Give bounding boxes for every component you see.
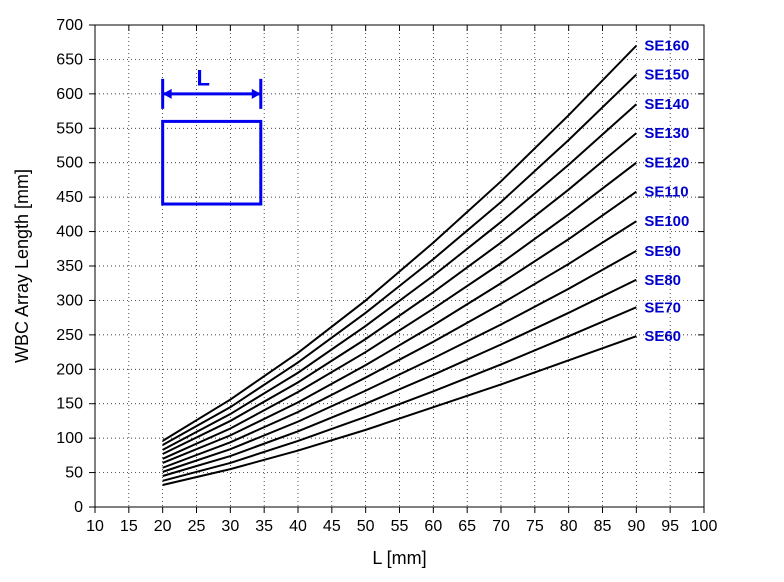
y-axis-label: WBC Array Length [mm] [12,169,32,363]
y-tick-label: 150 [56,396,83,413]
series-label-se60: SE60 [644,328,681,345]
chart-container: 10 15 20 25 30 35 40 45 50 55 60 65 70 75 80 85 90 95 100 0… [0,0,784,582]
series-label-se80: SE80 [644,272,681,289]
series-label-se150: SE150 [644,67,689,84]
y-tick-label: 700 [56,17,83,34]
x-tick-label: 35 [255,518,273,535]
series-label-se100: SE100 [644,213,689,230]
x-tick-label: 25 [188,518,206,535]
y-tick-label: 100 [56,430,83,447]
x-tick-label: 90 [627,518,645,535]
inset-label: L [197,66,210,91]
x-tick-label: 60 [424,518,442,535]
series-label-se90: SE90 [644,243,681,260]
x-tick-label: 15 [120,518,138,535]
y-tick-label: 450 [56,189,83,206]
x-tick-label: 85 [594,518,612,535]
series-label-se110: SE110 [644,184,688,201]
x-tick-label: 95 [661,518,679,535]
series-label-se140: SE140 [644,96,689,113]
x-tick-label: 10 [86,518,104,535]
x-tick-label: 50 [357,518,375,535]
y-tick-label: 200 [56,361,83,378]
series-label-se70: SE70 [644,299,681,316]
x-tick-label: 80 [560,518,578,535]
x-tick-label: 65 [458,518,476,535]
x-tick-label: 20 [154,518,172,535]
x-tick-label: 75 [526,518,544,535]
y-tick-label: 250 [56,327,83,344]
line-chart: 10 15 20 25 30 35 40 45 50 55 60 65 70 75 80 85 90 95 100 0… [0,0,784,582]
series-label-se160: SE160 [644,38,689,55]
y-tick-label: 400 [56,224,83,241]
series-label-se130: SE130 [644,125,689,142]
y-tick-label: 350 [56,258,83,275]
y-tick-label: 500 [56,155,83,172]
series-label-se120: SE120 [644,155,689,172]
x-tick-label: 40 [289,518,307,535]
y-tick-label: 600 [56,86,83,103]
x-tick-label: 55 [391,518,409,535]
y-tick-label: 650 [56,51,83,68]
x-tick-label: 30 [221,518,239,535]
y-tick-label: 0 [74,499,83,516]
x-axis-label: L [mm] [372,548,426,568]
x-tick-label: 100 [691,518,718,535]
x-tick-label: 45 [323,518,341,535]
x-tick-label: 70 [492,518,510,535]
y-tick-label: 50 [65,465,83,482]
y-tick-label: 300 [56,292,83,309]
y-tick-label: 550 [56,120,83,137]
